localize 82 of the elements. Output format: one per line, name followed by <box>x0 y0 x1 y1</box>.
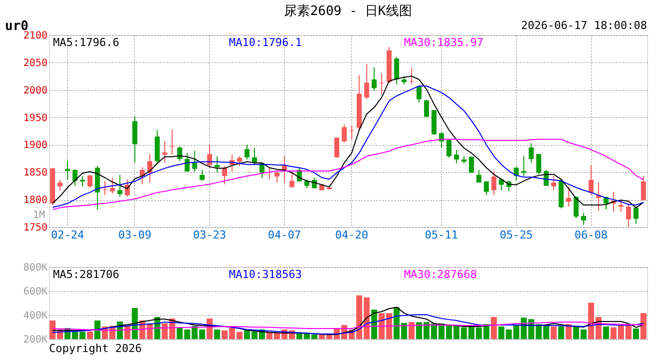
candlestick <box>58 179 63 192</box>
candlestick <box>491 170 496 196</box>
candlestick <box>274 170 280 184</box>
candlestick <box>618 200 624 212</box>
candlestick <box>566 186 572 208</box>
text: MA10:318563 <box>229 268 302 281</box>
candlestick <box>498 178 504 191</box>
candlestick <box>87 174 92 188</box>
candlestick <box>132 116 138 164</box>
candlestick <box>200 169 205 182</box>
x-tick-label: 03-23 <box>193 228 226 242</box>
candlestick <box>80 175 85 187</box>
y-tick-label: 1950 <box>23 112 48 124</box>
x-tick-label: 06-08 <box>574 228 608 242</box>
candlestick <box>394 56 400 85</box>
y-tick-label: 2000 <box>23 85 48 96</box>
x-tick-label: 05-25 <box>500 228 533 242</box>
candlestick <box>117 174 122 198</box>
candlestick <box>192 150 198 172</box>
y-tick-label: 1850 <box>23 168 48 179</box>
y-tick-label: 800K <box>23 262 48 274</box>
text: 2026-06-17 18:00:08 <box>521 19 647 32</box>
x-tick-label: 04-07 <box>268 228 301 242</box>
line-series <box>52 322 644 331</box>
candlestick <box>528 142 534 164</box>
candlestick <box>364 64 370 100</box>
candlestick <box>640 175 646 201</box>
candlestick <box>454 150 459 164</box>
candlestick <box>244 144 250 160</box>
candlestick <box>484 180 489 196</box>
x-tick-label: 04-20 <box>335 228 368 242</box>
candlestick <box>588 164 594 196</box>
candlestick <box>237 156 242 167</box>
candlestick <box>334 137 340 158</box>
candlestick <box>379 72 384 95</box>
candlestick <box>147 154 152 184</box>
y-tick-label: 600K <box>23 286 48 298</box>
candlestick <box>214 156 220 174</box>
x-tick-label: 03-09 <box>118 228 152 242</box>
text: MA30:1835.97 <box>404 36 484 49</box>
y-tick-label: 1900 <box>23 140 48 152</box>
candlestick <box>177 146 182 162</box>
candlestick <box>102 180 108 196</box>
candlestick <box>65 160 70 180</box>
candlestick <box>342 124 347 144</box>
candlestick <box>372 66 377 92</box>
y-tick-label: 2100 <box>23 30 48 42</box>
text: MA30:287668 <box>404 268 477 281</box>
text: MA5:281706 <box>53 268 120 281</box>
candlestick <box>72 168 78 186</box>
candlestick <box>409 66 414 85</box>
text: 1M <box>32 210 45 221</box>
candlestick <box>626 202 631 227</box>
x-tick-label: 05-11 <box>424 228 458 242</box>
candlestick <box>446 139 452 158</box>
candlestick <box>349 125 354 140</box>
candlestick <box>207 144 212 168</box>
candlestick <box>551 175 556 191</box>
y-tick-label: 1800 <box>23 195 48 206</box>
x-tick-label: 02-24 <box>50 228 84 242</box>
text: Copyright 2026 <box>49 342 142 355</box>
candlestick <box>416 86 422 103</box>
text: MA10:1796.1 <box>229 36 302 49</box>
candlestick <box>282 156 287 184</box>
candlestick <box>170 128 175 156</box>
text: MA5:1796.6 <box>53 36 120 49</box>
candlestick <box>581 212 586 226</box>
line-series <box>52 314 644 334</box>
candlestick <box>521 156 526 176</box>
candlestick <box>633 206 638 224</box>
candlestick <box>289 172 294 189</box>
y-tick-label: 200K <box>23 334 48 346</box>
candlestick <box>424 100 430 118</box>
candlestick <box>438 132 444 149</box>
chart-title: 尿素2609 - 日K线图 <box>284 4 412 19</box>
candlestick <box>162 140 168 164</box>
y-tick-label: 400K <box>23 310 48 322</box>
candlestick <box>476 169 482 184</box>
candlestick <box>536 154 542 175</box>
candlestick <box>110 177 115 194</box>
y-tick-label: 1750 <box>23 222 48 234</box>
y-tick-label: 2050 <box>23 58 48 69</box>
